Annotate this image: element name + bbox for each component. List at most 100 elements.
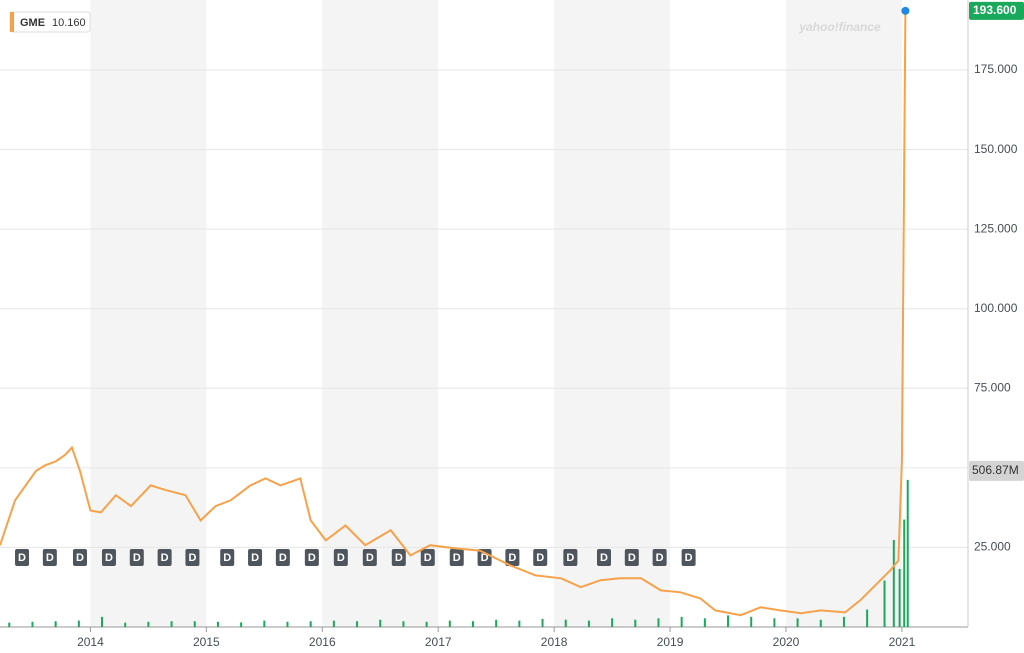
- y-tick-label: 150.000: [974, 142, 1018, 156]
- legend-name: GME: [20, 17, 45, 29]
- dividend-label: D: [395, 552, 403, 564]
- dividend-label: D: [566, 552, 574, 564]
- volume-bar: [518, 620, 521, 627]
- volume-bar: [819, 619, 822, 627]
- volume-bar: [170, 621, 173, 627]
- dividend-label: D: [18, 552, 26, 564]
- dividend-label: D: [161, 552, 169, 564]
- volume-bar: [903, 519, 906, 627]
- volume-bar: [796, 618, 799, 627]
- y-tick-label: 175.000: [974, 62, 1018, 76]
- dividend-marker: [220, 549, 235, 566]
- volume-bar: [332, 620, 335, 627]
- x-tick-label: 2019: [657, 635, 684, 649]
- price-line: [0, 10, 907, 617]
- volume-bar: [750, 616, 753, 627]
- legend-value: 10.160: [52, 17, 86, 29]
- legend-swatch: [10, 12, 14, 32]
- dividend-label: D: [656, 552, 664, 564]
- year-band: [90, 0, 207, 627]
- price-tag: [969, 1, 1024, 20]
- dividend-label: D: [105, 552, 113, 564]
- dividend-label: D: [685, 552, 693, 564]
- volume-bar: [680, 616, 683, 627]
- volume-bar: [611, 618, 614, 627]
- volume-bar: [240, 622, 243, 627]
- dividend-label: D: [308, 552, 316, 564]
- volume-bar: [727, 615, 730, 627]
- volume-bar: [31, 621, 34, 627]
- volume-bar: [216, 621, 219, 627]
- dividend-marker: [275, 549, 290, 566]
- volume-bar: [263, 620, 266, 627]
- dividend-marker: [15, 549, 30, 566]
- x-tick-label: 2014: [77, 635, 104, 649]
- dividend-marker: [420, 549, 435, 566]
- dividend-label: D: [133, 552, 141, 564]
- dividend-marker: [681, 549, 696, 566]
- dividend-marker: [304, 549, 319, 566]
- dividend-label: D: [481, 552, 489, 564]
- dividend-label: D: [628, 552, 636, 564]
- dividend-marker: [505, 549, 520, 566]
- dividend-marker: [362, 549, 377, 566]
- volume-bar: [379, 619, 382, 627]
- dividend-marker: [563, 549, 578, 566]
- volume-bar: [77, 620, 80, 627]
- dividend-marker: [533, 549, 548, 566]
- volume-tag-label: 506.87M: [972, 463, 1019, 477]
- year-band: [322, 0, 439, 627]
- dividend-marker: [477, 549, 492, 566]
- volume-bar: [54, 621, 57, 627]
- volume-bar: [309, 621, 312, 627]
- dividend-marker: [449, 549, 464, 566]
- dividend-marker: [624, 549, 639, 566]
- volume-bar: [147, 621, 150, 627]
- dividend-marker: [185, 549, 200, 566]
- volume-tag: [969, 460, 1024, 481]
- dividend-label: D: [76, 552, 84, 564]
- volume-bar: [8, 622, 11, 627]
- dividend-marker: [157, 549, 172, 566]
- volume-bar: [286, 621, 289, 627]
- volume-bar: [657, 618, 660, 627]
- volume-bar: [425, 621, 428, 627]
- volume-bar: [703, 618, 706, 627]
- dividend-marker: [42, 549, 57, 566]
- dividend-label: D: [279, 552, 287, 564]
- dividend-marker: [101, 549, 116, 566]
- dividend-label: D: [424, 552, 432, 564]
- y-tick-label: 125.000: [974, 221, 1018, 235]
- year-band: [554, 0, 671, 627]
- x-tick-label: 2016: [309, 635, 336, 649]
- volume-bar: [541, 618, 544, 627]
- dividend-label: D: [251, 552, 259, 564]
- dividend-label: D: [600, 552, 608, 564]
- x-tick-label: 2017: [425, 635, 452, 649]
- dividend-label: D: [366, 552, 374, 564]
- volume-bar: [124, 622, 127, 627]
- x-tick-label: 2018: [541, 635, 568, 649]
- dividend-label: D: [223, 552, 231, 564]
- volume-bar: [564, 619, 567, 627]
- volume-bar: [356, 621, 359, 627]
- dividend-label: D: [337, 552, 345, 564]
- dividend-marker: [652, 549, 667, 566]
- x-tick-label: 2021: [889, 635, 916, 649]
- volume-bar: [842, 616, 845, 627]
- logo: yahoo!finance: [798, 20, 881, 34]
- x-tick-label: 2015: [193, 635, 220, 649]
- y-tick-label: 75.000: [974, 380, 1011, 394]
- dividend-marker: [248, 549, 263, 566]
- x-tick-label: 2020: [773, 635, 800, 649]
- dividend-marker: [391, 549, 406, 566]
- dividend-marker: [333, 549, 348, 566]
- volume-bar: [448, 620, 451, 627]
- dividend-label: D: [536, 552, 544, 564]
- volume-bar: [866, 609, 869, 627]
- y-tick-label: 25.000: [974, 540, 1011, 554]
- volume-bar: [193, 621, 196, 627]
- volume-bar: [773, 618, 776, 627]
- price-tag-label: 193.600: [973, 3, 1017, 17]
